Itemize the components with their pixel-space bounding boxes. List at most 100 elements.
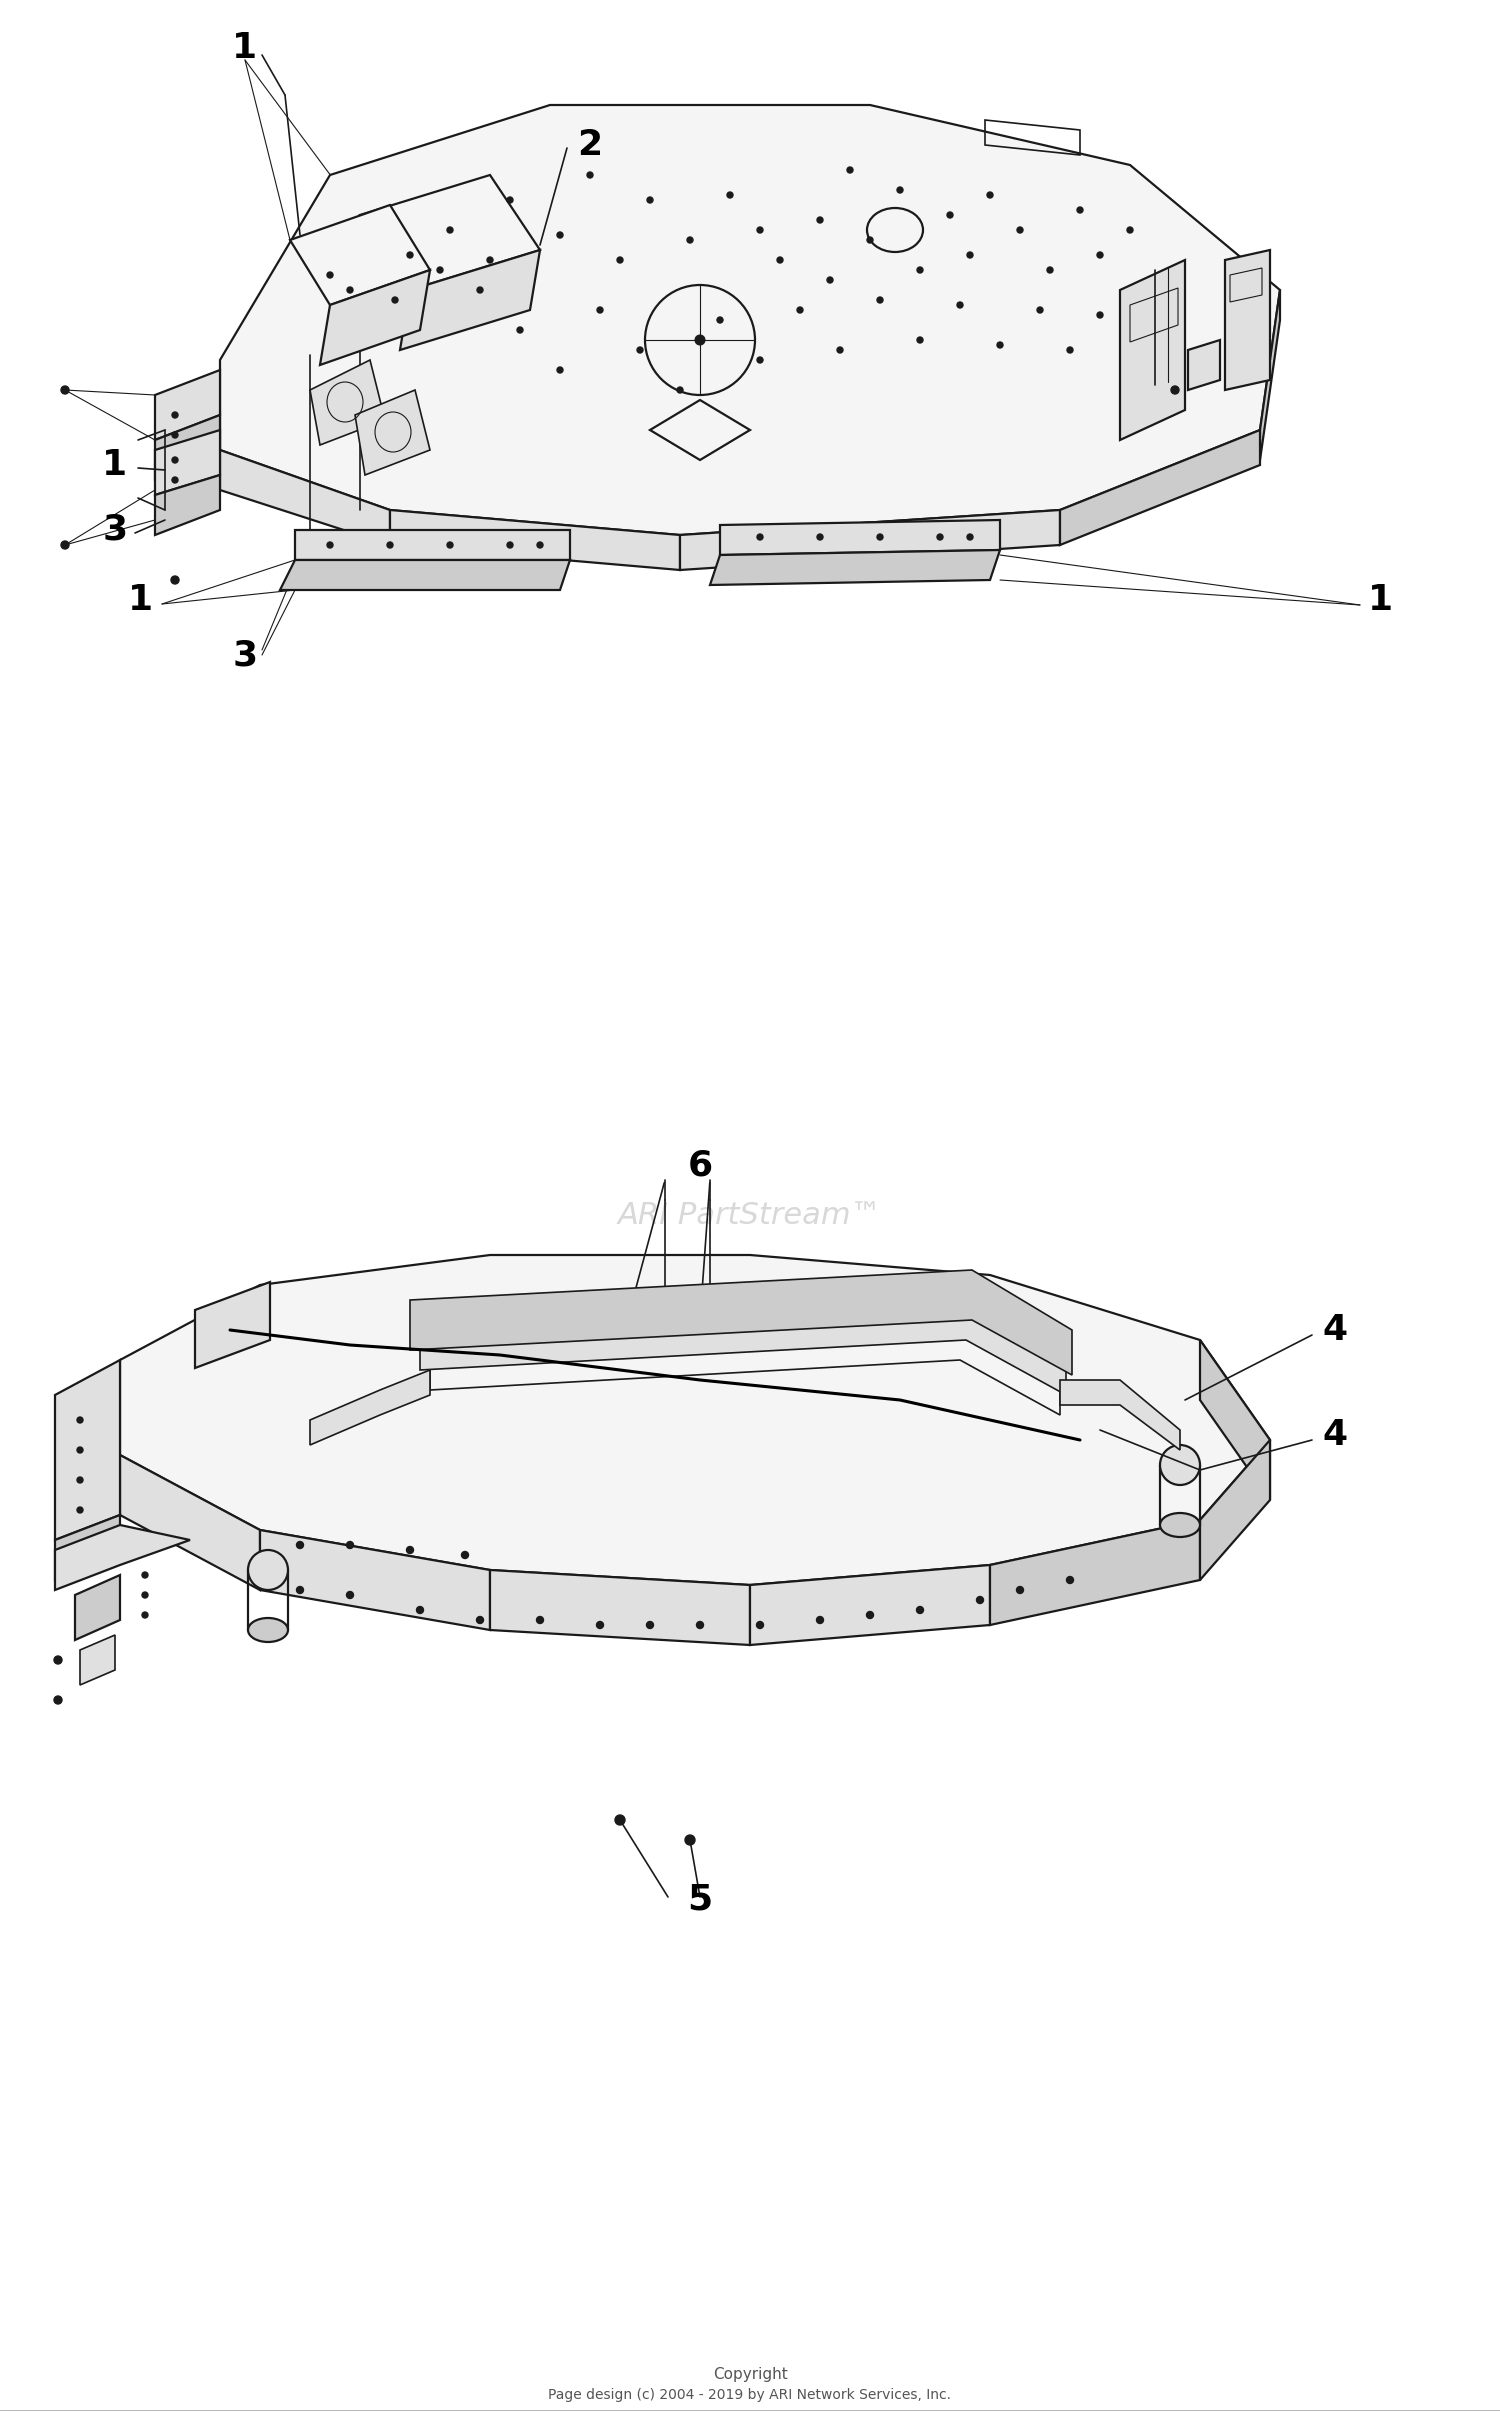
Circle shape	[507, 543, 513, 548]
Circle shape	[76, 1416, 82, 1424]
Text: 1: 1	[102, 449, 128, 483]
Circle shape	[477, 1617, 483, 1624]
Circle shape	[897, 186, 903, 193]
Circle shape	[686, 1834, 694, 1846]
Polygon shape	[280, 560, 570, 591]
Circle shape	[758, 357, 764, 362]
Circle shape	[816, 1617, 824, 1624]
Circle shape	[556, 367, 562, 374]
Polygon shape	[154, 475, 220, 536]
Polygon shape	[56, 1361, 120, 1539]
Circle shape	[758, 533, 764, 541]
Circle shape	[938, 533, 944, 541]
Text: 3: 3	[102, 514, 128, 548]
Polygon shape	[56, 1525, 190, 1590]
Circle shape	[827, 277, 833, 282]
Circle shape	[968, 533, 974, 541]
Polygon shape	[1226, 251, 1270, 391]
Circle shape	[998, 343, 1004, 347]
Circle shape	[976, 1597, 984, 1605]
Circle shape	[537, 1617, 543, 1624]
Circle shape	[62, 541, 69, 550]
Circle shape	[957, 302, 963, 309]
Circle shape	[406, 1547, 414, 1554]
Circle shape	[1066, 347, 1072, 352]
Polygon shape	[360, 176, 540, 290]
Circle shape	[867, 236, 873, 244]
Polygon shape	[195, 1281, 270, 1368]
Circle shape	[477, 287, 483, 292]
Circle shape	[916, 268, 922, 273]
Circle shape	[327, 273, 333, 277]
Circle shape	[616, 258, 622, 263]
Circle shape	[646, 1622, 654, 1629]
Circle shape	[507, 198, 513, 203]
Circle shape	[387, 543, 393, 548]
Circle shape	[556, 232, 562, 239]
Circle shape	[172, 478, 178, 483]
Circle shape	[76, 1477, 82, 1484]
Circle shape	[537, 543, 543, 548]
Circle shape	[76, 1448, 82, 1453]
Circle shape	[597, 1622, 603, 1629]
Text: 3: 3	[232, 637, 258, 671]
Circle shape	[1172, 386, 1179, 393]
Circle shape	[1066, 1576, 1074, 1583]
Circle shape	[615, 1815, 626, 1824]
Polygon shape	[75, 1576, 120, 1641]
Polygon shape	[296, 531, 570, 560]
Circle shape	[62, 386, 69, 393]
Polygon shape	[120, 1255, 1270, 1585]
Text: 1: 1	[128, 584, 153, 618]
Polygon shape	[710, 550, 1001, 584]
Text: ARI PartStream™: ARI PartStream™	[618, 1202, 882, 1231]
Circle shape	[867, 1612, 873, 1619]
Ellipse shape	[1160, 1513, 1200, 1537]
Polygon shape	[356, 391, 430, 475]
Circle shape	[76, 1508, 82, 1513]
Circle shape	[968, 251, 974, 258]
Circle shape	[1017, 227, 1023, 234]
Polygon shape	[310, 1371, 430, 1445]
Circle shape	[447, 227, 453, 234]
Polygon shape	[290, 205, 430, 304]
Ellipse shape	[248, 1549, 288, 1590]
Polygon shape	[490, 1571, 750, 1646]
Circle shape	[447, 543, 453, 548]
Circle shape	[1036, 306, 1042, 314]
Circle shape	[586, 171, 592, 179]
Polygon shape	[1120, 261, 1185, 439]
Circle shape	[878, 297, 884, 304]
Circle shape	[518, 328, 524, 333]
Circle shape	[1096, 251, 1102, 258]
Circle shape	[946, 212, 952, 217]
Circle shape	[436, 268, 442, 273]
Text: 5: 5	[687, 1882, 712, 1916]
Circle shape	[488, 258, 494, 263]
Text: 1: 1	[1368, 584, 1392, 618]
Circle shape	[346, 1593, 354, 1597]
Circle shape	[406, 251, 412, 258]
Polygon shape	[154, 369, 220, 439]
Circle shape	[756, 1622, 764, 1629]
Polygon shape	[1188, 340, 1219, 391]
Circle shape	[142, 1571, 148, 1578]
Ellipse shape	[248, 1619, 288, 1641]
Circle shape	[676, 386, 682, 393]
Circle shape	[818, 533, 824, 541]
Circle shape	[818, 217, 824, 222]
Circle shape	[717, 316, 723, 323]
Circle shape	[297, 1542, 303, 1549]
Circle shape	[847, 166, 853, 174]
Polygon shape	[220, 106, 1280, 536]
Polygon shape	[750, 1566, 990, 1646]
Circle shape	[696, 1622, 703, 1629]
Circle shape	[172, 432, 178, 439]
Circle shape	[728, 193, 734, 198]
Polygon shape	[310, 360, 386, 444]
Polygon shape	[990, 1520, 1200, 1624]
Text: Copyright: Copyright	[712, 2367, 788, 2382]
Circle shape	[597, 306, 603, 314]
Polygon shape	[390, 509, 680, 569]
Circle shape	[777, 258, 783, 263]
